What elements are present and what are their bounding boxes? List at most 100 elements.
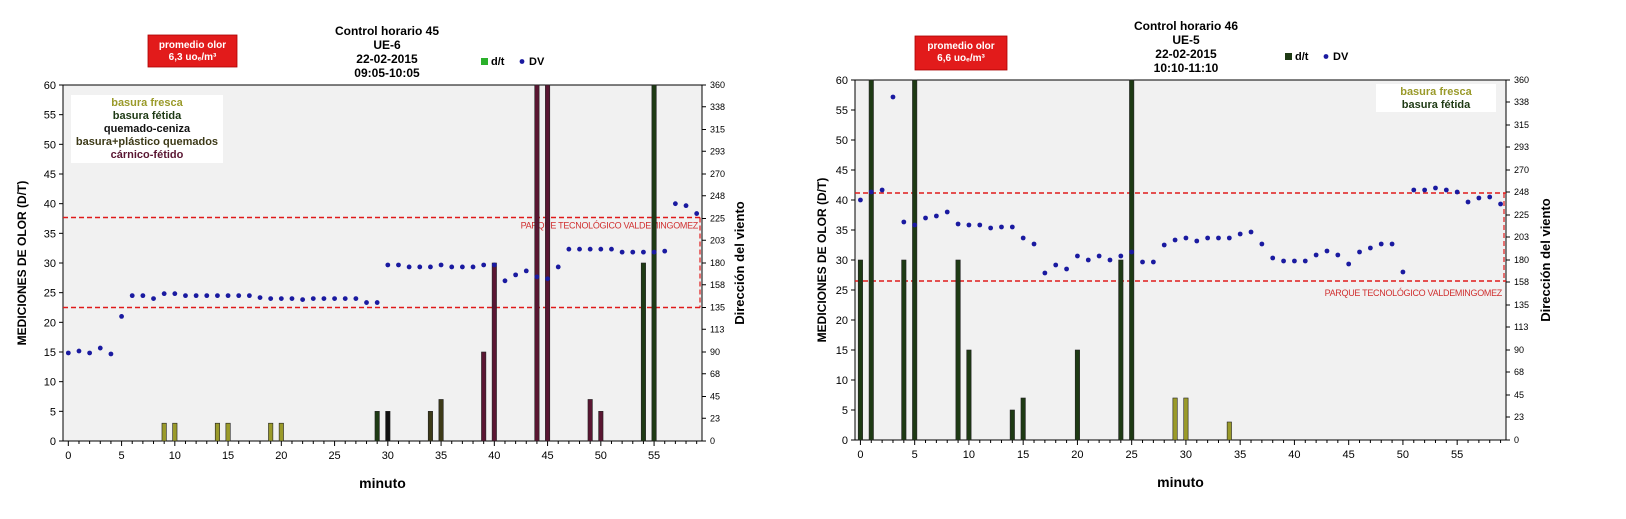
average-odor-badge-text: promedio olor bbox=[159, 40, 226, 51]
y-tick-label: 30 bbox=[836, 255, 848, 267]
x-tick-label: 35 bbox=[435, 450, 447, 462]
y2-tick-label: 203 bbox=[1514, 232, 1529, 242]
bar-mark bbox=[438, 399, 444, 442]
dv-point bbox=[1205, 235, 1211, 241]
dv-point bbox=[353, 296, 359, 301]
x-tick-label: 10 bbox=[169, 450, 181, 462]
dv-point bbox=[225, 293, 231, 299]
y2-tick-label: 158 bbox=[1514, 277, 1529, 287]
dv-point bbox=[1096, 253, 1102, 259]
dv-point bbox=[672, 201, 678, 207]
dv-point bbox=[923, 215, 928, 221]
dv-point bbox=[566, 246, 572, 252]
dv-point bbox=[587, 246, 593, 252]
y2-tick-label: 113 bbox=[1514, 322, 1528, 332]
dv-point bbox=[1292, 258, 1297, 264]
average-odor-badge bbox=[147, 34, 238, 68]
y-tick-label: 5 bbox=[842, 405, 848, 417]
dv-point bbox=[1487, 194, 1493, 200]
y-axis-label: MEDICIONES DE OLOR (D/T) bbox=[815, 178, 829, 343]
y2-tick-label: 135 bbox=[710, 303, 725, 313]
y2-axis-label: Dirección del viento bbox=[732, 201, 747, 325]
dv-point bbox=[912, 222, 918, 228]
dv-point bbox=[545, 276, 550, 282]
y-axis-label: MEDICIONES DE OLOR (D/T) bbox=[15, 181, 29, 346]
y-tick-label: 35 bbox=[44, 228, 56, 240]
chart-panel-2: 0510152025303540455055600234568901131351… bbox=[815, 19, 1553, 490]
y-tick-label: 10 bbox=[836, 375, 848, 387]
y2-tick-label: 225 bbox=[1514, 210, 1529, 220]
bar-mark bbox=[1020, 397, 1026, 441]
average-odor-badge bbox=[914, 35, 1008, 71]
category-legend-item: cárnico-fétido bbox=[111, 149, 184, 161]
dv-point bbox=[459, 264, 465, 270]
y-tick-label: 20 bbox=[836, 315, 848, 327]
dv-point bbox=[491, 262, 497, 268]
x-tick-label: 5 bbox=[912, 449, 918, 461]
dv-point bbox=[1183, 235, 1189, 241]
dv-point bbox=[1150, 259, 1156, 265]
dv-point bbox=[651, 249, 657, 255]
dv-point bbox=[385, 262, 391, 268]
y-tick-label: 10 bbox=[44, 377, 56, 389]
dv-point bbox=[374, 300, 380, 305]
y-tick-label: 5 bbox=[50, 406, 56, 418]
x-axis-label: minuto bbox=[1157, 474, 1204, 490]
dv-point bbox=[1129, 249, 1135, 255]
x-axis-label: minuto bbox=[359, 475, 406, 491]
dv-point bbox=[76, 348, 82, 354]
bar-mark bbox=[640, 262, 646, 442]
dv-point bbox=[1118, 253, 1124, 259]
bar-mark bbox=[214, 422, 220, 442]
dv-point bbox=[890, 94, 896, 100]
dv-point bbox=[268, 296, 274, 301]
x-tick-label: 40 bbox=[488, 450, 500, 462]
dv-point bbox=[438, 262, 444, 268]
dv-point bbox=[236, 293, 242, 299]
x-tick-label: 55 bbox=[648, 450, 660, 462]
dv-point bbox=[1313, 252, 1319, 258]
bar-mark bbox=[385, 411, 391, 442]
bar-mark bbox=[534, 84, 540, 442]
dv-point bbox=[172, 291, 178, 297]
chart-title-line: UE-5 bbox=[1172, 33, 1200, 47]
dv-point bbox=[609, 246, 614, 252]
dv-point bbox=[502, 278, 508, 284]
bar-mark bbox=[374, 411, 380, 442]
bar-mark bbox=[491, 262, 497, 442]
dv-point bbox=[1031, 241, 1037, 247]
x-tick-label: 50 bbox=[595, 450, 607, 462]
dv-point bbox=[1248, 229, 1254, 235]
dv-point bbox=[1064, 266, 1069, 272]
dv-point bbox=[988, 225, 994, 231]
dv-point bbox=[662, 248, 668, 254]
dv-point bbox=[215, 293, 220, 299]
chart-title-line: Control horario 45 bbox=[335, 24, 439, 38]
bar-mark bbox=[1118, 259, 1124, 441]
y2-tick-label: 315 bbox=[710, 125, 725, 135]
dv-point bbox=[598, 246, 604, 252]
y2-tick-label: 180 bbox=[710, 258, 725, 268]
dv-point bbox=[858, 197, 863, 203]
y-tick-label: 50 bbox=[836, 135, 848, 147]
x-tick-label: 20 bbox=[275, 450, 287, 462]
dv-point bbox=[204, 293, 210, 299]
chart-title-line: Control horario 46 bbox=[1134, 19, 1238, 33]
dv-point bbox=[108, 351, 114, 357]
bar-mark bbox=[1129, 79, 1135, 441]
bar-mark bbox=[1074, 349, 1080, 441]
y-tick-label: 15 bbox=[44, 347, 56, 359]
dv-point bbox=[901, 219, 907, 225]
legend-dv-label: DV bbox=[529, 56, 545, 68]
legend-bar-swatch bbox=[481, 58, 488, 65]
dv-point bbox=[321, 296, 327, 301]
dv-point bbox=[257, 295, 263, 301]
bar-mark bbox=[901, 259, 907, 441]
y-tick-label: 50 bbox=[44, 139, 56, 151]
y-tick-label: 0 bbox=[50, 436, 56, 448]
band-label: PARQUE TECNOLÓGICO VALDEMINGOMEZ bbox=[1325, 288, 1503, 298]
x-tick-label: 5 bbox=[119, 450, 125, 462]
y-tick-label: 30 bbox=[44, 258, 56, 270]
dv-point bbox=[65, 350, 71, 356]
